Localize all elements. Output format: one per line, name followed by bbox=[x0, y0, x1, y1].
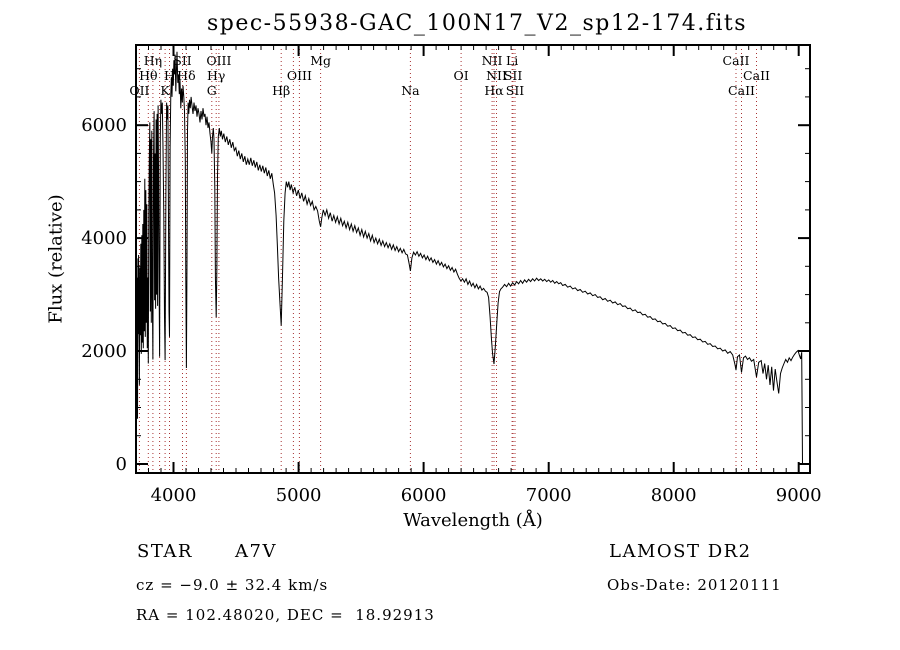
line-marker-label: SII bbox=[504, 68, 523, 83]
line-marker-label: CaII bbox=[743, 68, 770, 83]
cz-text: cz = −9.0 ± 32.4 km/s bbox=[136, 576, 329, 594]
line-marker-label: NII bbox=[482, 53, 503, 68]
line-marker-label: OIII bbox=[287, 68, 312, 83]
x-axis-label: Wavelength (Å) bbox=[403, 510, 543, 531]
line-marker-label: Hθ bbox=[139, 68, 157, 83]
x-tick-label: 7000 bbox=[526, 485, 572, 506]
line-marker-label: OIII bbox=[206, 53, 231, 68]
plot-frame bbox=[135, 44, 811, 474]
subclass-text: A7V bbox=[235, 541, 277, 562]
spectrum-line bbox=[135, 51, 803, 465]
line-marker-label: SII bbox=[173, 53, 192, 68]
line-marker-label: Hβ bbox=[272, 83, 290, 98]
line-marker-label: K bbox=[160, 83, 170, 98]
x-tick-label: 6000 bbox=[401, 485, 447, 506]
line-marker-label: OI bbox=[454, 68, 469, 83]
line-marker-label: CaII bbox=[723, 53, 750, 68]
y-tick-label: 4000 bbox=[81, 228, 127, 249]
plot-title: spec-55938-GAC_100N17_V2_sp12-174.fits bbox=[206, 11, 748, 36]
line-marker-label: H bbox=[164, 68, 175, 83]
object-class-text: STAR bbox=[137, 541, 193, 562]
line-marker-label: Hα bbox=[484, 83, 504, 98]
line-marker-label: Na bbox=[401, 83, 420, 98]
ra-dec-text: RA = 102.48020, DEC = 18.92913 bbox=[136, 606, 435, 624]
line-marker-label: SII bbox=[506, 83, 525, 98]
line-marker-label: Li bbox=[506, 53, 518, 68]
y-tick-label: 0 bbox=[116, 454, 127, 475]
release-text: LAMOST DR2 bbox=[609, 541, 752, 562]
y-tick-label: 2000 bbox=[81, 341, 127, 362]
x-tick-label: 5000 bbox=[276, 485, 322, 506]
line-marker-label: OII bbox=[129, 83, 149, 98]
line-marker-label: NII bbox=[486, 68, 507, 83]
y-axis-label: Flux (relative) bbox=[45, 194, 67, 324]
line-marker-label: Hγ bbox=[207, 68, 225, 83]
obs-date-text: Obs-Date: 20120111 bbox=[607, 576, 782, 594]
line-marker-label: Hδ bbox=[177, 68, 195, 83]
line-marker-label: CaII bbox=[728, 83, 755, 98]
x-tick-label: 8000 bbox=[651, 485, 697, 506]
line-marker-label: Hη bbox=[144, 53, 162, 68]
x-tick-label: 4000 bbox=[151, 485, 197, 506]
line-marker-label: G bbox=[207, 83, 217, 98]
line-marker-label: Mg bbox=[310, 53, 331, 68]
y-tick-label: 6000 bbox=[81, 115, 127, 136]
x-tick-label: 9000 bbox=[776, 485, 822, 506]
